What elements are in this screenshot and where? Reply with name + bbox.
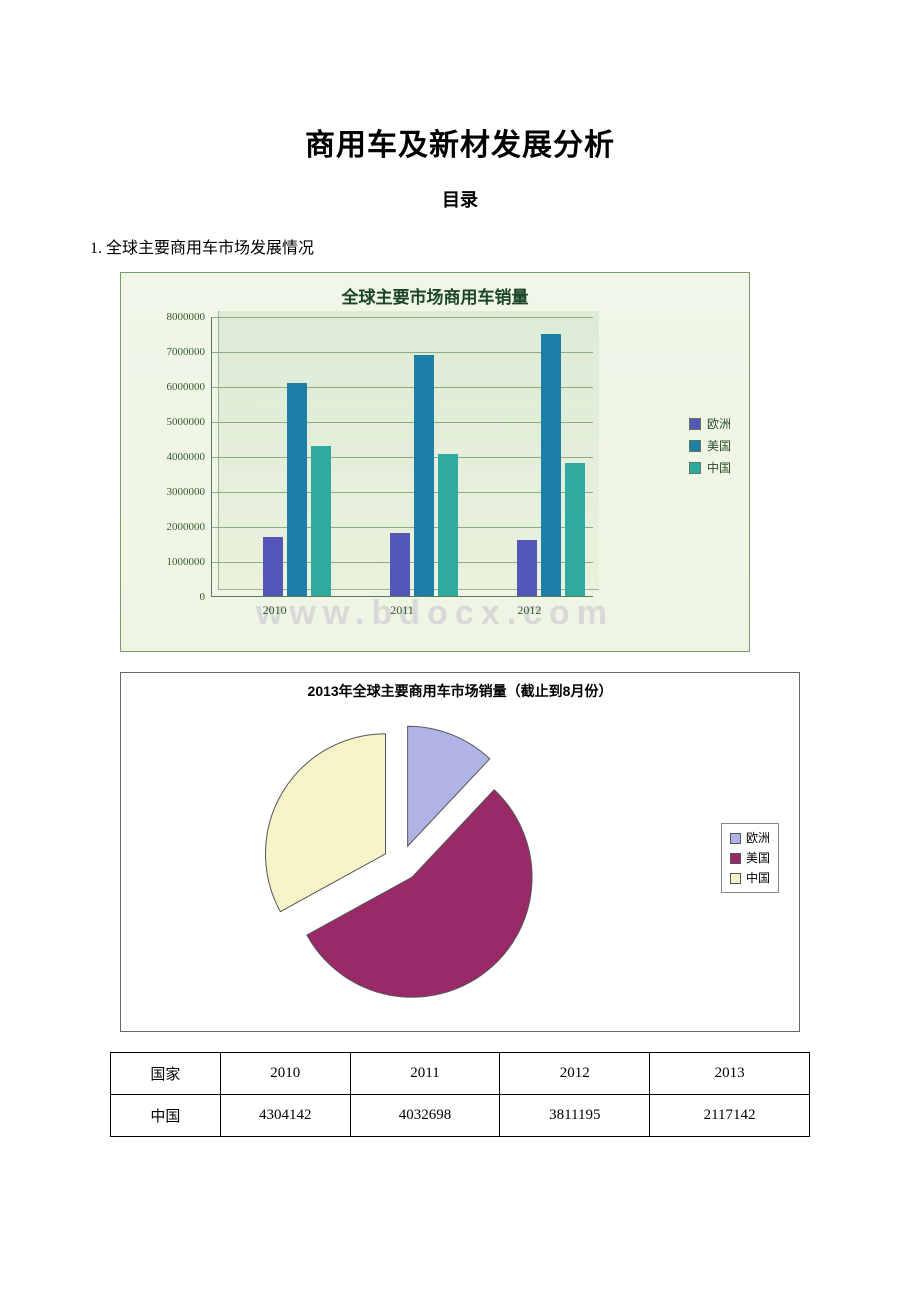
legend-item: 中国 bbox=[730, 868, 770, 888]
x-axis-label: 2011 bbox=[347, 603, 457, 618]
legend-item: 欧洲 bbox=[689, 413, 731, 435]
legend-swatch bbox=[689, 462, 701, 474]
bar bbox=[517, 540, 537, 596]
gridline bbox=[212, 317, 593, 318]
bar bbox=[565, 463, 585, 596]
pie-slice bbox=[266, 734, 386, 912]
bar-group bbox=[496, 334, 606, 597]
table-header-cell: 2012 bbox=[500, 1053, 650, 1095]
bar-chart-legend: 欧洲美国中国 bbox=[689, 413, 731, 479]
bar bbox=[287, 383, 307, 597]
bar bbox=[311, 446, 331, 597]
legend-label: 中国 bbox=[707, 457, 731, 479]
y-axis-label: 2000000 bbox=[121, 521, 205, 533]
table-cell: 4304142 bbox=[220, 1095, 350, 1137]
bar bbox=[414, 355, 434, 597]
legend-label: 欧洲 bbox=[746, 828, 770, 848]
bar bbox=[541, 334, 561, 597]
bar-chart-title: 全球主要市场商用车销量 bbox=[121, 283, 749, 308]
bar bbox=[390, 533, 410, 596]
toc-heading: 目录 bbox=[90, 186, 830, 212]
legend-swatch bbox=[730, 833, 741, 844]
legend-label: 美国 bbox=[707, 435, 731, 457]
bar-group bbox=[369, 355, 479, 597]
y-axis-label: 3000000 bbox=[121, 486, 205, 498]
legend-label: 中国 bbox=[746, 868, 770, 888]
legend-item: 欧洲 bbox=[730, 828, 770, 848]
bar-chart-plot bbox=[211, 317, 593, 597]
y-axis-label: 8000000 bbox=[121, 311, 205, 323]
table-header-cell: 2010 bbox=[220, 1053, 350, 1095]
page-title: 商用车及新材发展分析 bbox=[90, 120, 830, 164]
legend-swatch bbox=[730, 873, 741, 884]
x-axis-label: 2012 bbox=[474, 603, 584, 618]
table-cell: 中国 bbox=[111, 1095, 221, 1137]
table-cell: 4032698 bbox=[350, 1095, 500, 1137]
table-cell: 3811195 bbox=[500, 1095, 650, 1137]
legend-label: 美国 bbox=[746, 848, 770, 868]
y-axis-label: 4000000 bbox=[121, 451, 205, 463]
bar-chart: 全球主要市场商用车销量 欧洲美国中国 www.bdocx.com 0100000… bbox=[120, 272, 750, 652]
y-axis-label: 5000000 bbox=[121, 416, 205, 428]
legend-swatch bbox=[730, 853, 741, 864]
x-axis-label: 2010 bbox=[220, 603, 330, 618]
y-axis-label: 6000000 bbox=[121, 381, 205, 393]
table-header-cell: 国家 bbox=[111, 1053, 221, 1095]
legend-label: 欧洲 bbox=[707, 413, 731, 435]
bar-group bbox=[242, 383, 352, 597]
pie-chart: 2013年全球主要商用车市场销量（截止到8月份） 欧洲美国中国 bbox=[120, 672, 800, 1032]
legend-swatch bbox=[689, 440, 701, 452]
pie-chart-legend: 欧洲美国中国 bbox=[721, 823, 779, 893]
pie-chart-title: 2013年全球主要商用车市场销量（截止到8月份） bbox=[121, 673, 799, 701]
y-axis-label: 1000000 bbox=[121, 556, 205, 568]
data-table: 国家2010201120122013中国43041424032698381119… bbox=[110, 1052, 810, 1137]
legend-item: 美国 bbox=[730, 848, 770, 868]
legend-item: 中国 bbox=[689, 457, 731, 479]
table-row: 国家2010201120122013 bbox=[111, 1053, 810, 1095]
y-axis-label: 0 bbox=[121, 591, 205, 603]
table-row: 中国4304142403269838111952117142 bbox=[111, 1095, 810, 1137]
pie-chart-svg bbox=[231, 713, 571, 1013]
table-header-cell: 2013 bbox=[650, 1053, 810, 1095]
bar bbox=[438, 454, 458, 596]
table-header-cell: 2011 bbox=[350, 1053, 500, 1095]
data-table-body: 国家2010201120122013中国43041424032698381119… bbox=[111, 1053, 810, 1137]
y-axis-label: 7000000 bbox=[121, 346, 205, 358]
section-heading-1: 1. 全球主要商用车市场发展情况 bbox=[90, 234, 830, 258]
legend-swatch bbox=[689, 418, 701, 430]
bar bbox=[263, 537, 283, 597]
legend-item: 美国 bbox=[689, 435, 731, 457]
table-cell: 2117142 bbox=[650, 1095, 810, 1137]
